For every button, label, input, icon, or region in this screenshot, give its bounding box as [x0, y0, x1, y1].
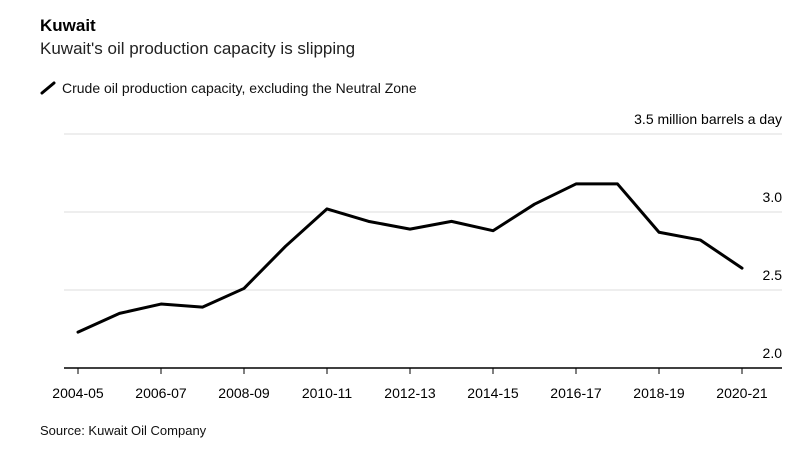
legend: Crude oil production capacity, excluding… — [40, 80, 417, 96]
x-tick-label: 2010-11 — [302, 385, 353, 401]
x-tick-label: 2020-21 — [716, 385, 768, 401]
y-tick-labels: 2.0 2.5 3.0 3.5 million barrels a day — [634, 111, 782, 361]
x-axis: 2004-05 2006-07 2008-09 2010-11 2012-13 2014-… — [52, 367, 782, 401]
line-legend-icon — [40, 81, 56, 95]
legend-label: Crude oil production capacity, excluding… — [62, 80, 417, 96]
y-tick-label: 2.0 — [763, 345, 783, 361]
y-tick-label: 3.5 million barrels a day — [634, 111, 782, 127]
x-tick-label: 2008-09 — [218, 385, 270, 401]
chart-title: Kuwait — [40, 16, 96, 35]
x-tick-label: 2018-19 — [633, 385, 685, 401]
x-tick-label: 2004-05 — [52, 385, 104, 401]
x-tick-label: 2012-13 — [384, 385, 436, 401]
x-tick-label: 2016-17 — [550, 385, 602, 401]
grid-layer — [64, 133, 782, 291]
y-tick-label: 2.5 — [763, 267, 783, 283]
series-layer — [76, 182, 744, 334]
source-note: Source: Kuwait Oil Company — [40, 423, 207, 438]
x-tick-label: 2006-07 — [135, 385, 187, 401]
x-tick-label: 2014-15 — [467, 385, 519, 401]
series-line — [76, 182, 744, 334]
y-tick-label: 3.0 — [763, 189, 783, 205]
chart-subtitle: Kuwait's oil production capacity is slip… — [40, 39, 356, 58]
